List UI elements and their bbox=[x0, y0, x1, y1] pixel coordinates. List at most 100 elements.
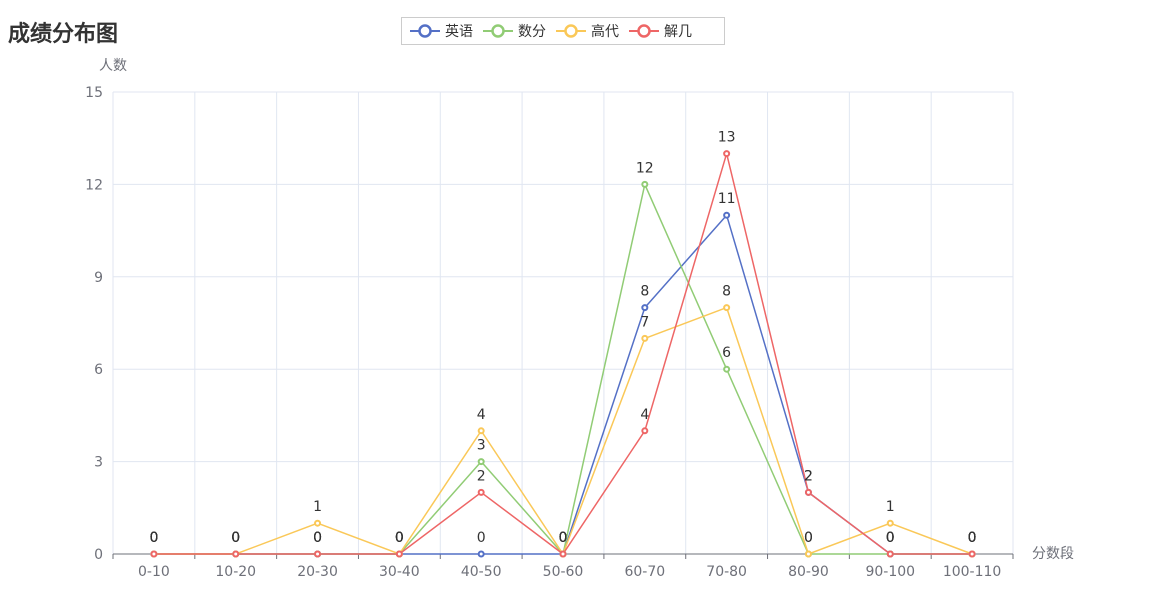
data-point bbox=[477, 550, 485, 558]
data-label: 3 bbox=[477, 438, 486, 454]
data-point bbox=[804, 488, 812, 496]
data-point bbox=[723, 365, 731, 373]
data-label: 0 bbox=[559, 530, 568, 546]
data-label: 2 bbox=[477, 468, 486, 484]
x-tick-label: 70-80 bbox=[706, 564, 747, 580]
data-label: 0 bbox=[313, 530, 322, 546]
x-axis-label: 分数段 bbox=[1032, 546, 1074, 562]
legend-item[interactable]: 高代 bbox=[556, 21, 619, 41]
data-label: 0 bbox=[149, 530, 158, 546]
data-point bbox=[886, 519, 894, 527]
data-label: 4 bbox=[640, 407, 649, 423]
data-point bbox=[150, 550, 158, 558]
x-tick-label: 60-70 bbox=[624, 564, 665, 580]
data-point bbox=[559, 550, 567, 558]
data-label: 0 bbox=[313, 530, 322, 546]
data-label: 0 bbox=[231, 530, 240, 546]
data-point bbox=[723, 211, 731, 219]
y-tick-label: 9 bbox=[94, 270, 103, 286]
data-label: 11 bbox=[718, 191, 736, 207]
x-tick-label: 80-90 bbox=[788, 564, 829, 580]
x-tick-label: 100-110 bbox=[943, 564, 1002, 580]
data-label: 8 bbox=[640, 284, 649, 300]
data-point bbox=[641, 304, 649, 312]
legend-label: 英语 bbox=[445, 24, 473, 40]
data-point bbox=[723, 150, 731, 158]
data-label: 0 bbox=[968, 530, 977, 546]
x-tick-label: 50-60 bbox=[543, 564, 584, 580]
data-point bbox=[641, 427, 649, 435]
data-label: 0 bbox=[395, 530, 404, 546]
legend: 英语 数分 高代 解几 bbox=[401, 17, 725, 45]
legend-swatch-icon bbox=[410, 24, 440, 38]
data-label: 0 bbox=[313, 530, 322, 546]
data-point bbox=[477, 458, 485, 466]
data-label: 12 bbox=[636, 160, 654, 176]
data-label: 1 bbox=[886, 499, 895, 515]
legend-item[interactable]: 英语 bbox=[410, 21, 473, 41]
data-label: 0 bbox=[886, 530, 895, 546]
data-point bbox=[641, 180, 649, 188]
chart-title: 成绩分布图 bbox=[8, 22, 119, 47]
y-tick-label: 6 bbox=[94, 362, 103, 378]
data-point bbox=[804, 550, 812, 558]
legend-item[interactable]: 数分 bbox=[483, 21, 546, 41]
x-tick-label: 10-20 bbox=[215, 564, 256, 580]
y-tick-label: 15 bbox=[85, 85, 103, 101]
y-tick-label: 0 bbox=[94, 547, 103, 563]
data-label: 1 bbox=[313, 499, 322, 515]
data-label: 0 bbox=[231, 530, 240, 546]
data-label: 6 bbox=[722, 345, 731, 361]
legend-swatch-icon bbox=[483, 24, 513, 38]
data-point bbox=[314, 550, 322, 558]
data-label: 0 bbox=[231, 530, 240, 546]
data-label: 7 bbox=[640, 314, 649, 330]
data-point bbox=[477, 427, 485, 435]
data-label: 2 bbox=[804, 468, 813, 484]
data-label: 0 bbox=[886, 530, 895, 546]
data-point bbox=[886, 550, 894, 558]
data-label: 0 bbox=[395, 530, 404, 546]
x-tick-label: 20-30 bbox=[297, 564, 338, 580]
data-label: 8 bbox=[722, 284, 731, 300]
data-label: 0 bbox=[968, 530, 977, 546]
x-tick-label: 40-50 bbox=[461, 564, 502, 580]
y-tick-label: 12 bbox=[85, 177, 103, 193]
data-label: 0 bbox=[231, 530, 240, 546]
data-label: 0 bbox=[804, 530, 813, 546]
data-label: 0 bbox=[149, 530, 158, 546]
legend-label: 数分 bbox=[518, 24, 546, 40]
data-label: 2 bbox=[804, 468, 813, 484]
data-label: 0 bbox=[559, 530, 568, 546]
data-label: 0 bbox=[149, 530, 158, 546]
data-label: 0 bbox=[559, 530, 568, 546]
y-tick-label: 3 bbox=[94, 455, 103, 471]
data-point bbox=[968, 550, 976, 558]
legend-swatch-icon bbox=[629, 24, 659, 38]
x-tick-label: 0-10 bbox=[138, 564, 170, 580]
data-label: 0 bbox=[395, 530, 404, 546]
y-axis-label: 人数 bbox=[99, 58, 127, 74]
legend-label: 高代 bbox=[591, 24, 619, 40]
data-label: 0 bbox=[968, 530, 977, 546]
data-point bbox=[477, 488, 485, 496]
data-label: 0 bbox=[886, 530, 895, 546]
data-point bbox=[395, 550, 403, 558]
data-point bbox=[641, 334, 649, 342]
data-label: 13 bbox=[718, 130, 736, 146]
x-tick-label: 30-40 bbox=[379, 564, 420, 580]
legend-swatch-icon bbox=[556, 24, 586, 38]
legend-item[interactable]: 解几 bbox=[629, 21, 692, 41]
data-point bbox=[232, 550, 240, 558]
data-label: 0 bbox=[804, 530, 813, 546]
data-label: 0 bbox=[559, 530, 568, 546]
data-label: 0 bbox=[395, 530, 404, 546]
data-label: 0 bbox=[149, 530, 158, 546]
data-point bbox=[723, 304, 731, 312]
data-point bbox=[314, 519, 322, 527]
x-tick-label: 90-100 bbox=[865, 564, 915, 580]
data-label: 0 bbox=[968, 530, 977, 546]
data-label: 0 bbox=[477, 530, 486, 546]
data-label: 4 bbox=[477, 407, 486, 423]
